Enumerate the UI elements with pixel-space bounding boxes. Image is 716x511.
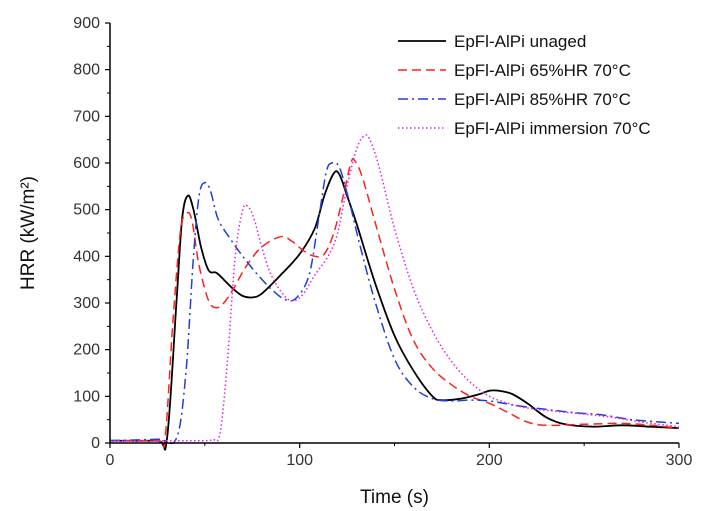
legend-label-1: EpFl-AlPi unaged bbox=[454, 32, 586, 51]
legend: EpFl-AlPi unaged EpFl-AlPi 65%HR 70°C EpFl… bbox=[398, 32, 651, 138]
y-axis-title: HRR (kW/m²) bbox=[18, 176, 39, 290]
x-tick-label: 0 bbox=[106, 452, 115, 469]
y-tick-label: 100 bbox=[73, 388, 100, 405]
series-layer bbox=[109, 134, 680, 451]
series-line-1 bbox=[109, 170, 680, 451]
y-tick-label: 800 bbox=[73, 62, 100, 79]
y-tick-label: 900 bbox=[73, 15, 100, 32]
y-tick-label: 300 bbox=[73, 295, 100, 312]
y-tick-label: 500 bbox=[73, 202, 100, 219]
x-tick-label: 100 bbox=[286, 452, 313, 469]
legend-label-2: EpFl-AlPi 65%HR 70°C bbox=[454, 61, 631, 80]
y-tick-label: 200 bbox=[73, 342, 100, 359]
series-line-3 bbox=[109, 161, 680, 445]
y-tick-label: 700 bbox=[73, 108, 100, 125]
y-tick-label: 600 bbox=[73, 155, 100, 172]
x-tick-label: 200 bbox=[476, 452, 503, 469]
series-line-2 bbox=[109, 158, 680, 449]
y-tick-label: 400 bbox=[73, 248, 100, 265]
axes-layer bbox=[109, 23, 679, 444]
x-tick-label: 300 bbox=[666, 452, 693, 469]
legend-label-3: EpFl-AlPi 85%HR 70°C bbox=[454, 90, 631, 109]
series-line-4 bbox=[110, 134, 680, 442]
legend-label-4: EpFl-AlPi immersion 70°C bbox=[454, 119, 651, 138]
x-axis-title: Time (s) bbox=[360, 487, 429, 508]
y-tick-label: 0 bbox=[91, 435, 100, 452]
ticks-layer: 0 100 200 300 400 500 600 700 800 900 0 100 200 300 bbox=[73, 15, 692, 469]
